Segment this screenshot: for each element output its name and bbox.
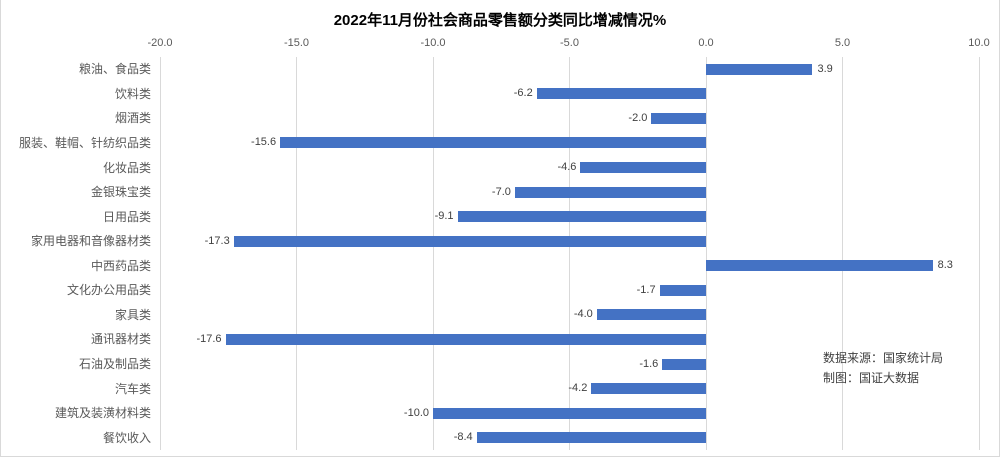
bar-value-label: -15.6	[251, 136, 277, 149]
bar-value-label: -4.0	[573, 308, 593, 321]
category-label: 文化办公用品类	[66, 283, 151, 298]
bar-value-label: -4.2	[568, 382, 588, 395]
bar	[596, 309, 706, 321]
bar	[706, 63, 813, 75]
x-tick-label: -15.0	[283, 37, 310, 49]
category-label: 粮油、食品类	[78, 62, 151, 77]
bar-value-label: -8.4	[453, 431, 473, 444]
bar	[662, 358, 706, 370]
x-tick-label: -10.0	[420, 37, 446, 49]
x-tick-label: -20.0	[147, 37, 173, 49]
bar-value-label: 8.3	[937, 259, 953, 272]
category-label: 中西药品类	[90, 258, 151, 273]
bar-value-label: -1.6	[639, 357, 659, 370]
gridline	[569, 57, 570, 450]
gridline	[159, 57, 161, 450]
category-label: 化妆品类	[102, 160, 151, 175]
bar-value-label: -6.2	[513, 87, 533, 100]
source-note: 数据来源：国家统计局 制图：国证大数据	[823, 348, 943, 388]
bar	[536, 88, 706, 100]
bar	[514, 186, 706, 198]
plot-area: 3.9 -6.2 -2.0 -15.6 -4.6 -7.0 -9.1 -17.3 8.3 -1.7…	[159, 57, 980, 450]
gridline	[296, 57, 297, 450]
bar	[433, 407, 706, 419]
x-tick-label: 10.0	[968, 37, 990, 49]
bar-value-label: -1.7	[636, 283, 656, 296]
gridline	[978, 57, 980, 450]
category-label: 家用电器和音像器材类	[30, 234, 151, 249]
bar-value-label: -9.1	[434, 210, 454, 223]
gridline	[432, 57, 434, 450]
chart-title: 2022年11月份社会商品零售额分类同比增减情况%	[333, 12, 667, 29]
bar-value-label: -4.6	[557, 161, 577, 174]
bar-value-label: -2.0	[628, 111, 648, 124]
source-note-line1: 数据来源：国家统计局	[823, 351, 944, 365]
bar-value-label: 3.9	[817, 62, 833, 75]
bar	[706, 260, 933, 272]
category-label: 家具类	[114, 307, 151, 322]
bar	[591, 383, 706, 395]
bar	[225, 333, 706, 345]
bar	[457, 211, 706, 223]
bar	[651, 112, 706, 124]
bar-value-label: -7.0	[491, 185, 511, 198]
category-label: 日用品类	[102, 209, 151, 224]
source-note-line2: 制图：国证大数据	[823, 371, 920, 385]
category-label: 烟酒类	[114, 111, 151, 126]
bar-value-label: -17.3	[204, 234, 230, 247]
x-tick-label: 5.0	[834, 37, 851, 49]
category-label: 餐饮收入	[102, 430, 151, 445]
category-label: 金银珠宝类	[90, 185, 151, 200]
bar	[659, 284, 706, 296]
bar	[476, 432, 706, 444]
category-label: 通讯器材类	[90, 332, 151, 347]
bar	[580, 162, 706, 174]
x-tick-label: -5.0	[560, 37, 579, 49]
gridline	[842, 57, 843, 450]
category-label: 石油及制品类	[78, 357, 151, 372]
bar	[280, 137, 706, 149]
category-label: 建筑及装潢材料类	[54, 406, 151, 421]
bar-value-label: -17.6	[196, 332, 222, 345]
bar	[233, 235, 706, 247]
gridline	[705, 57, 707, 450]
x-tick-label: 0.0	[698, 37, 714, 49]
bar-value-label: -10.0	[403, 406, 429, 419]
category-label: 汽车类	[114, 381, 151, 396]
category-label: 饮料类	[114, 86, 151, 101]
category-label: 服装、鞋帽、针纺织品类	[18, 135, 151, 150]
